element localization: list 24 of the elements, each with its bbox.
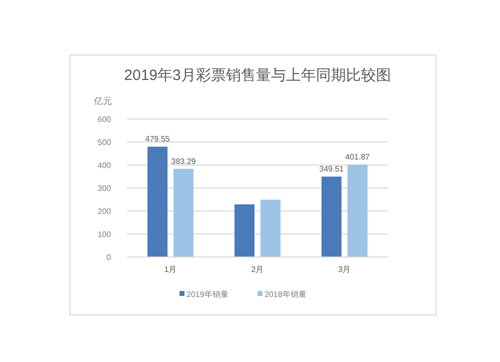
legend-label: 2018年销量 (264, 290, 306, 299)
y-tick-label: 200 (98, 207, 112, 216)
x-tick-label: 3月 (338, 265, 351, 274)
data-label: 349.51 (319, 164, 344, 174)
y-tick-label: 100 (98, 230, 112, 239)
bar (148, 146, 168, 257)
bar (174, 168, 194, 257)
bar (348, 164, 368, 257)
data-label: 401.87 (345, 152, 370, 162)
bar (260, 200, 280, 257)
x-tick-label: 2月 (251, 265, 264, 274)
x-tick-label: 1月 (164, 265, 177, 274)
y-tick-label: 300 (98, 184, 112, 193)
y-axis-title: 亿元 (93, 96, 112, 106)
y-tick-label: 500 (98, 138, 112, 147)
bar (234, 204, 254, 257)
bar (322, 176, 342, 257)
data-label: 479.55 (145, 134, 170, 144)
y-tick-label: 400 (98, 161, 112, 170)
y-tick-label: 0 (106, 253, 112, 262)
legend-label: 2019年销量 (186, 290, 228, 299)
y-tick-label: 600 (98, 115, 112, 124)
data-label: 383.29 (171, 156, 196, 166)
chart-title: 2019年3月彩票销售量与上年同期比较图 (124, 67, 391, 84)
